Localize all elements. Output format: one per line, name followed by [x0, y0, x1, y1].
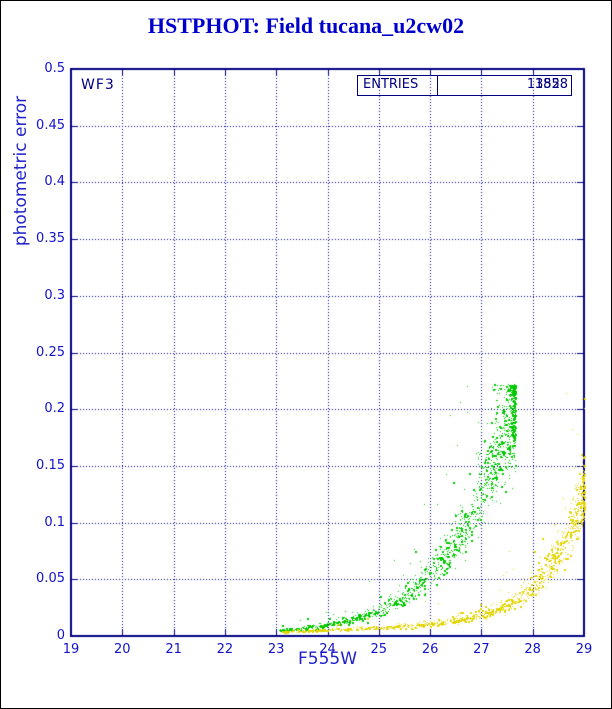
entries-box: ENTRIES 1352 1858 — [357, 75, 572, 96]
entries-count-secondary: 1352 — [526, 77, 560, 92]
y-tick-label: 0.45 — [36, 117, 65, 133]
entries-box-divider — [437, 76, 438, 95]
x-tick-label: 26 — [421, 642, 439, 657]
y-tick-label: 0.2 — [44, 401, 65, 417]
x-tick-label: 28 — [524, 642, 541, 657]
y-tick-label: 0.3 — [44, 287, 65, 303]
x-tick-label: 29 — [575, 642, 593, 657]
y-tick-label: 0.1 — [44, 514, 65, 530]
y-tick-label: 0.4 — [44, 174, 65, 190]
entries-count-primary: 1858 — [534, 77, 568, 92]
x-tick-label: 22 — [216, 642, 234, 657]
y-tick-label: 0.5 — [44, 61, 65, 76]
y-tick-label: 0.05 — [36, 571, 65, 587]
y-tick-label: 0.25 — [36, 344, 65, 360]
x-tick-label: 25 — [370, 642, 388, 657]
x-tick-label: 24 — [319, 642, 336, 657]
camera-chip-label: WF3 — [81, 77, 115, 93]
x-tick-label: 27 — [473, 642, 490, 657]
entries-label: ENTRIES — [363, 77, 419, 92]
y-tick-label: 0 — [56, 628, 65, 643]
x-tick-label: 23 — [267, 642, 285, 657]
x-tick-label: 21 — [165, 642, 182, 657]
y-tick-label: 0.15 — [36, 457, 65, 473]
x-tick-label: 20 — [114, 642, 131, 657]
y-tick-label: 0.35 — [36, 231, 65, 247]
x-axis-title: F555W — [297, 649, 358, 669]
x-tick-label: 19 — [62, 642, 80, 657]
